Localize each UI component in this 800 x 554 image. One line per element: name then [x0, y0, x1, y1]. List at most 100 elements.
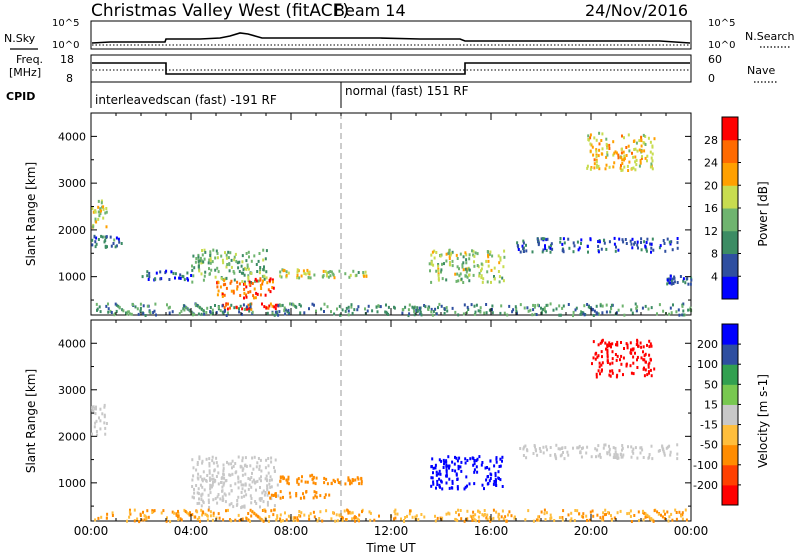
velocity-echo-cell: [225, 509, 227, 513]
power-echo-cell: [573, 244, 576, 248]
velocity-echo-cell: [277, 494, 280, 498]
power-echo-cell: [458, 274, 461, 278]
y-tick-label: 2000: [58, 224, 86, 237]
velocity-echo-cell: [267, 464, 270, 468]
velocity-echo-cell: [97, 516, 100, 520]
power-echo-cell: [261, 282, 264, 286]
power-echo-cell: [105, 235, 108, 239]
power-echo-cell: [529, 308, 532, 312]
power-echo-cell: [486, 280, 489, 284]
velocity-echo-cell: [240, 483, 243, 487]
velocity-echo-cell: [258, 464, 261, 468]
power-echo-cell: [645, 249, 648, 253]
power-echo-cell: [490, 280, 492, 284]
velocity-echo-cell: [235, 503, 238, 507]
velocity-echo-cell: [193, 491, 196, 495]
velocity-echo-cell: [229, 484, 232, 488]
power-echo-cell: [139, 306, 142, 310]
power-echo-cell: [472, 273, 475, 277]
power-echo-cell: [580, 238, 583, 242]
power-echo-cell: [261, 302, 263, 306]
power-echo-cell: [451, 264, 454, 268]
power-echo-cell: [100, 234, 103, 238]
velocity-echo-cell: [225, 479, 228, 482]
velocity-echo-cell: [138, 520, 141, 524]
colorbar-tick-label: 24: [704, 157, 718, 170]
power-echo-cell: [613, 236, 616, 240]
power-echo-cell: [572, 241, 575, 245]
power-echo-cell: [621, 158, 624, 162]
velocity-echo-cell: [195, 484, 198, 487]
power-echo-cell: [209, 310, 212, 314]
nsearch-label: N.Search: [745, 30, 795, 43]
velocity-echo-cell: [257, 457, 260, 460]
power-echo-cell: [670, 240, 673, 244]
power-echo-cell: [593, 309, 596, 313]
power-echo-cell: [313, 303, 315, 307]
velocity-echo-cell: [649, 368, 652, 372]
velocity-echo-cell: [658, 449, 661, 452]
velocity-echo-cell: [279, 513, 282, 517]
velocity-echo-cell: [221, 476, 224, 480]
power-echo-cell: [619, 166, 622, 170]
velocity-echo-cell: [435, 473, 438, 477]
velocity-echo-cell: [255, 488, 257, 492]
colorbar-segment: [722, 344, 738, 365]
power-echo-cell: [676, 241, 679, 245]
velocity-echo-cell: [361, 510, 363, 514]
velocity-echo-cell: [229, 518, 231, 522]
power-echo-cell: [217, 281, 220, 285]
velocity-echo-cell: [494, 478, 497, 482]
velocity-echo-cell: [457, 508, 460, 512]
power-echo-cell: [255, 263, 258, 266]
velocity-echo-cell: [216, 495, 219, 499]
velocity-echo-cell: [292, 519, 295, 522]
velocity-echo-cell: [400, 517, 402, 521]
velocity-echo-cell: [212, 480, 214, 484]
power-echo-cell: [662, 239, 665, 242]
velocity-echo-cell: [445, 460, 448, 464]
power-echo-cell: [671, 277, 674, 281]
power-echo-cell: [516, 241, 519, 245]
velocity-echo-cell: [586, 445, 589, 449]
power-echo-cell: [259, 284, 262, 287]
velocity-echo-region: [91, 403, 108, 437]
velocity-echo-cell: [643, 374, 646, 378]
velocity-echo-cell: [494, 480, 497, 484]
power-echo-cell: [296, 270, 299, 274]
power-echo-cell: [267, 288, 270, 292]
velocity-echo-cell: [648, 345, 651, 349]
velocity-echo-cell: [471, 515, 474, 519]
power-echo-cell: [443, 307, 446, 311]
power-echo-cell: [267, 306, 270, 310]
velocity-echo-cell: [162, 509, 165, 513]
power-echo-cell: [597, 240, 600, 243]
velocity-echo-region: [323, 476, 363, 486]
velocity-echo-cell: [663, 451, 666, 455]
velocity-echo-cell: [599, 372, 601, 376]
power-echo-cell: [486, 270, 489, 274]
velocity-echo-cell: [348, 478, 351, 482]
velocity-echo-cell: [247, 487, 250, 491]
power-echo-cell: [485, 303, 488, 306]
power-echo-cell: [93, 235, 96, 239]
power-echo-cell: [225, 314, 228, 317]
velocity-echo-cell: [615, 343, 617, 347]
power-echo-cell: [237, 266, 240, 270]
power-echo-cell: [605, 155, 608, 159]
velocity-echo-cell: [539, 450, 542, 453]
power-echo-cell: [413, 306, 416, 310]
velocity-echo-cell: [337, 481, 340, 484]
power-echo-cell: [440, 268, 443, 272]
power-echo-cell: [589, 142, 592, 146]
power-echo-cell: [139, 309, 142, 313]
power-echo-cell: [336, 307, 338, 311]
power-echo-cell: [647, 136, 650, 140]
power-echo-cell: [197, 312, 200, 316]
power-echo-cell: [243, 280, 246, 284]
power-echo-cell: [595, 158, 598, 162]
velocity-echo-cell: [208, 462, 211, 465]
power-echo-cell: [223, 279, 226, 283]
velocity-echo-cell: [441, 487, 444, 491]
